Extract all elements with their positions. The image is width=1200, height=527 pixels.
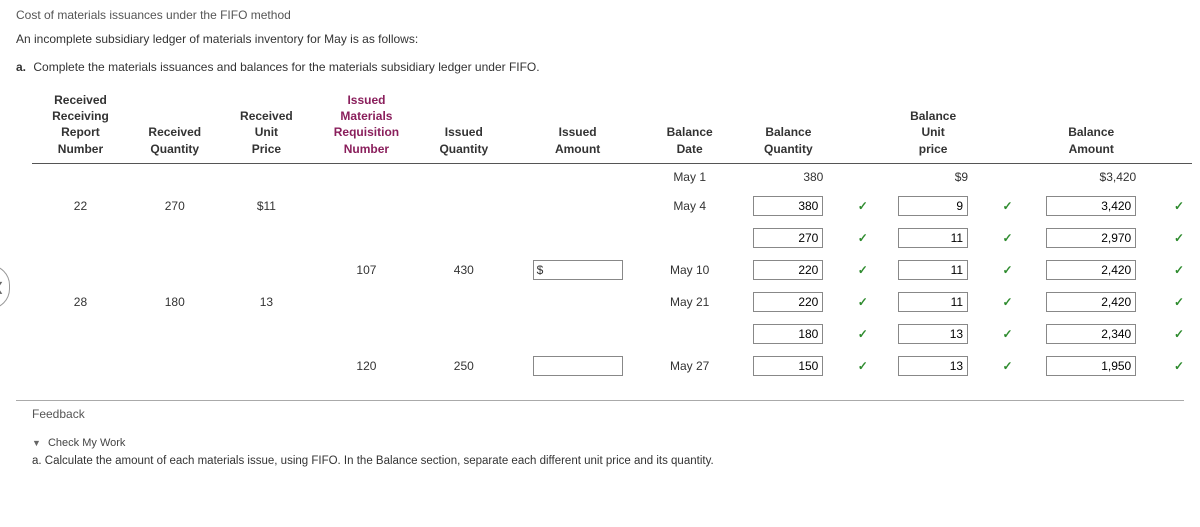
dollar-sign: $ xyxy=(537,263,544,277)
balance-amount-input[interactable] xyxy=(1046,260,1136,280)
issued-req: 120 xyxy=(312,350,420,382)
check-icon: ✓ xyxy=(1002,199,1012,213)
check-my-work-toggle[interactable]: ▼ Check My Work xyxy=(32,437,1184,449)
balance-date: May 1 xyxy=(648,163,731,190)
issued-qty: 430 xyxy=(421,254,507,286)
page-description: An incomplete subsidiary ledger of mater… xyxy=(16,32,1184,46)
balance-qty-static: 380 xyxy=(753,170,823,184)
check-icon: ✓ xyxy=(1174,359,1184,373)
col-bal-amount: Balance Amount xyxy=(1021,86,1162,163)
recv-report: 28 xyxy=(32,286,129,318)
issued-qty: 250 xyxy=(421,350,507,382)
check-icon: ✓ xyxy=(858,231,868,245)
col-issued-amt: Issued Amount xyxy=(507,86,648,163)
recv-report: 22 xyxy=(32,190,129,222)
check-icon: ✓ xyxy=(858,359,868,373)
check-icon: ✓ xyxy=(1002,295,1012,309)
check-icon: ✓ xyxy=(858,263,868,277)
hint-text: Calculate the amount of each materials i… xyxy=(45,455,714,467)
balance-date: May 27 xyxy=(648,350,731,382)
table-row: 28 180 13 May 21 ✓ ✓ ✓ xyxy=(32,286,1192,318)
chevron-right-icon: ❯ xyxy=(0,280,5,294)
balance-qty-input[interactable] xyxy=(753,228,823,248)
check-icon: ✓ xyxy=(858,327,868,341)
balance-amount-input[interactable] xyxy=(1046,228,1136,248)
check-icon: ✓ xyxy=(1174,295,1184,309)
balance-date: May 4 xyxy=(648,190,731,222)
table-row: May 1 380 $9 $3,420 xyxy=(32,163,1192,190)
hint-label: a. xyxy=(32,455,42,467)
col-recv-qty: Received Quantity xyxy=(129,86,221,163)
check-icon: ✓ xyxy=(1174,199,1184,213)
col-bal-price: Balance Unit price xyxy=(876,86,991,163)
table-row: ✓ ✓ ✓ xyxy=(32,318,1192,350)
balance-date: May 21 xyxy=(648,286,731,318)
instruction-line: a. Complete the materials issuances and … xyxy=(16,60,1184,74)
balance-price-input[interactable] xyxy=(898,324,968,344)
check-icon: ✓ xyxy=(1002,263,1012,277)
ledger-body: May 1 380 $9 $3,420 22 270 $11 May 4 ✓ ✓ xyxy=(32,163,1192,382)
check-icon: ✓ xyxy=(858,295,868,309)
col-recv-report: Received Receiving Report Number xyxy=(32,86,129,163)
feedback-label: Feedback xyxy=(32,407,1184,421)
check-icon: ✓ xyxy=(1002,231,1012,245)
table-row: 107 430 $ May 10 ✓ ✓ ✓ xyxy=(32,254,1192,286)
col-issued-qty: Issued Quantity xyxy=(421,86,507,163)
recv-qty: 270 xyxy=(129,190,221,222)
issued-amount-input[interactable] xyxy=(533,356,623,376)
balance-qty-input[interactable] xyxy=(753,292,823,312)
issued-req: 107 xyxy=(312,254,420,286)
check-icon: ✓ xyxy=(1174,327,1184,341)
balance-qty-input[interactable] xyxy=(753,324,823,344)
col-bal-qty: Balance Quantity xyxy=(731,86,846,163)
table-row: ✓ ✓ ✓ xyxy=(32,222,1192,254)
balance-amount-input[interactable] xyxy=(1046,324,1136,344)
check-icon: ✓ xyxy=(1174,231,1184,245)
col-bal-date: Balance Date xyxy=(648,86,731,163)
table-row: 22 270 $11 May 4 ✓ ✓ ✓ xyxy=(32,190,1192,222)
page-title: Cost of materials issuances under the FI… xyxy=(16,8,1184,22)
balance-date: May 10 xyxy=(648,254,731,286)
check-icon: ✓ xyxy=(1174,263,1184,277)
col-issued-req: Issued Materials Requisition Number xyxy=(312,86,420,163)
balance-qty-input[interactable] xyxy=(753,356,823,376)
balance-price-static: $9 xyxy=(898,170,968,184)
triangle-down-icon: ▼ xyxy=(32,438,41,448)
balance-price-input[interactable] xyxy=(898,292,968,312)
balance-amount-static: $3,420 xyxy=(1046,170,1136,184)
recv-qty: 180 xyxy=(129,286,221,318)
prev-page-nav[interactable]: ❯ xyxy=(0,265,10,309)
balance-amount-input[interactable] xyxy=(1046,196,1136,216)
recv-price: 13 xyxy=(221,286,313,318)
balance-price-input[interactable] xyxy=(898,356,968,376)
recv-price: $11 xyxy=(221,190,313,222)
balance-qty-input[interactable] xyxy=(753,196,823,216)
balance-amount-input[interactable] xyxy=(1046,356,1136,376)
balance-price-input[interactable] xyxy=(898,228,968,248)
table-row: 120 250 May 27 ✓ ✓ ✓ xyxy=(32,350,1192,382)
check-icon: ✓ xyxy=(858,199,868,213)
check-my-work-label: Check My Work xyxy=(48,437,125,449)
balance-price-input[interactable] xyxy=(898,196,968,216)
check-icon: ✓ xyxy=(1002,359,1012,373)
col-recv-price: Received Unit Price xyxy=(221,86,313,163)
balance-amount-input[interactable] xyxy=(1046,292,1136,312)
balance-price-input[interactable] xyxy=(898,260,968,280)
issued-amount-input[interactable] xyxy=(533,260,623,280)
ledger-table: Received Receiving Report Number Receive… xyxy=(32,86,1192,382)
divider xyxy=(16,400,1184,401)
instruction-label: a. xyxy=(16,60,26,74)
instruction-text: Complete the materials issuances and bal… xyxy=(33,60,539,74)
hint-line: a. Calculate the amount of each material… xyxy=(32,455,1184,467)
balance-qty-input[interactable] xyxy=(753,260,823,280)
check-icon: ✓ xyxy=(1002,327,1012,341)
